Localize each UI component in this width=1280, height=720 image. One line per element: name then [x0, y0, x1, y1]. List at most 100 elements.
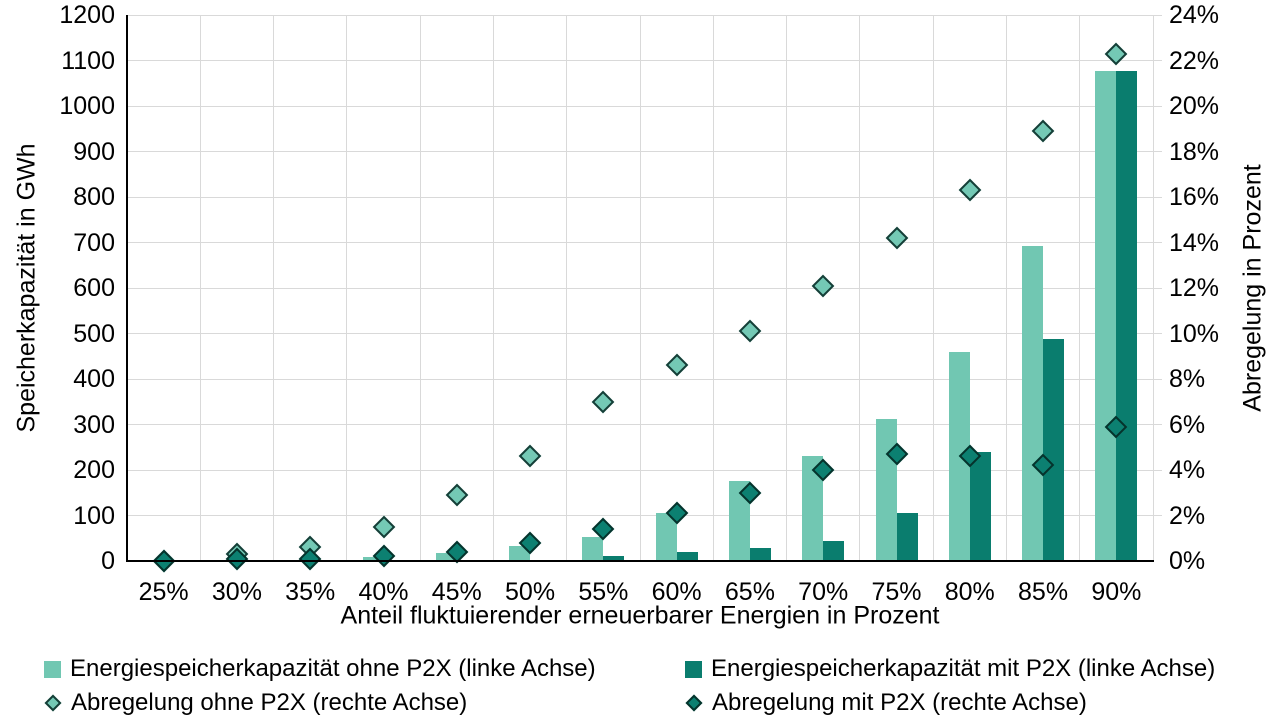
- legend-item-abregelung-mit-p2x: Abregelung mit P2X (rechte Achse): [685, 689, 1087, 717]
- diamond-ohne-p2x: [592, 390, 615, 414]
- v-gridline: [786, 15, 788, 561]
- left-axis-tick-label: 700: [73, 228, 115, 257]
- left-axis-tick-label: 0: [101, 547, 115, 575]
- x-tick-label: 90%: [1091, 578, 1142, 606]
- bar-mit-p2x: [676, 551, 698, 561]
- x-tick-label: 45%: [431, 578, 482, 606]
- right-axis-tick-label: 8%: [1169, 365, 1206, 393]
- legend-label: Energiespeicherkapazität ohne P2X (linke…: [70, 655, 596, 682]
- left-axis-tick-label: 300: [73, 410, 115, 439]
- right-axis-tick-label: 10%: [1169, 319, 1220, 348]
- x-tick-label: 80%: [944, 578, 995, 606]
- left-axis-tick-label: 500: [73, 319, 115, 348]
- v-gridline: [346, 15, 348, 561]
- v-gridline: [859, 15, 861, 561]
- x-tick-label: 40%: [358, 578, 409, 606]
- v-gridline: [1005, 15, 1007, 561]
- diamond-ohne-p2x: [811, 274, 835, 298]
- bar-ohne-p2x: [875, 419, 897, 561]
- diamond-ohne-p2x: [1105, 42, 1128, 65]
- x-tick-label: 85%: [1018, 578, 1069, 606]
- h-gridline: [127, 14, 1162, 16]
- h-gridline: [127, 151, 1162, 152]
- right-axis-title: Abregelung in Prozent: [1238, 164, 1267, 412]
- x-tick-label: 50%: [505, 578, 556, 606]
- diamond-ohne-p2x: [885, 226, 908, 250]
- left-axis-tick-label: 1100: [61, 46, 115, 75]
- v-gridline: [419, 15, 421, 561]
- h-gridline: [127, 333, 1162, 334]
- x-tick-label: 70%: [798, 578, 849, 606]
- diamond-mit-p2x: [372, 545, 395, 568]
- diamond-light-swatch-icon: [44, 694, 62, 712]
- left-axis-title: Speicherkapazität in GWh: [12, 143, 41, 433]
- legend-item-speicher-mit-p2x: Energiespeicherkapazität mit P2X (linke …: [685, 655, 1215, 683]
- right-axis-tick-label: 6%: [1169, 410, 1206, 439]
- bar-mit-p2x: [1116, 71, 1138, 561]
- bar-dark-swatch-icon: [685, 660, 702, 678]
- bar-mit-p2x: [823, 540, 845, 561]
- bar-mit-p2x: [603, 556, 625, 561]
- legend-item-speicher-ohne-p2x: Energiespeicherkapazität ohne P2X (linke…: [44, 655, 596, 683]
- h-gridline: [127, 105, 1162, 107]
- x-tick-label: 75%: [871, 578, 922, 606]
- v-gridline: [712, 15, 714, 561]
- legend-label: Abregelung mit P2X (rechte Achse): [712, 689, 1087, 716]
- v-gridline: [639, 15, 641, 561]
- right-axis-tick-label: 0%: [1169, 547, 1206, 575]
- h-gridline: [127, 60, 1162, 61]
- bar-mit-p2x: [749, 548, 771, 561]
- x-tick-label: 25%: [138, 578, 189, 606]
- h-gridline: [127, 469, 1162, 471]
- left-axis-tick-label: 1000: [59, 92, 115, 120]
- right-axis-tick-label: 24%: [1169, 1, 1220, 29]
- h-gridline: [127, 378, 1162, 380]
- bar-light-swatch-icon: [44, 660, 61, 678]
- diamond-ohne-p2x: [518, 445, 542, 468]
- v-gridline: [566, 15, 568, 561]
- v-gridline: [1079, 15, 1081, 561]
- bar-ohne-p2x: [582, 536, 604, 561]
- left-axis-tick-label: 900: [73, 137, 115, 166]
- x-tick-label: 65%: [724, 578, 775, 606]
- diamond-ohne-p2x: [665, 354, 688, 377]
- x-axis-line: [126, 560, 1154, 562]
- bar-ohne-p2x: [1095, 71, 1117, 561]
- bar-mit-p2x: [1043, 338, 1065, 561]
- legend-label: Abregelung ohne P2X (rechte Achse): [71, 689, 468, 716]
- x-tick-label: 60%: [651, 578, 702, 606]
- bar-ohne-p2x: [655, 513, 677, 561]
- left-axis-tick-label: 200: [73, 456, 115, 484]
- diamond-ohne-p2x: [1031, 119, 1055, 143]
- diamond-ohne-p2x: [958, 178, 982, 202]
- y-axis-line: [126, 15, 128, 562]
- right-axis-tick-label: 12%: [1169, 274, 1220, 302]
- v-gridline: [273, 15, 275, 561]
- bar-mit-p2x: [969, 452, 991, 561]
- right-axis-tick-label: 18%: [1169, 137, 1220, 166]
- legend-item-abregelung-ohne-p2x: Abregelung ohne P2X (rechte Achse): [44, 689, 467, 717]
- bar-ohne-p2x: [362, 557, 384, 561]
- v-gridline: [199, 15, 201, 561]
- x-axis-title: Anteil fluktuierender erneuerbarer Energ…: [340, 601, 940, 630]
- h-gridline: [127, 424, 1162, 425]
- bar-ohne-p2x: [1022, 246, 1044, 561]
- x-tick-label: 35%: [285, 578, 336, 606]
- h-gridline: [127, 287, 1162, 289]
- diamond-ohne-p2x: [445, 483, 469, 507]
- left-axis-tick-label: 400: [73, 365, 115, 393]
- right-axis-tick-label: 2%: [1169, 501, 1206, 530]
- x-tick-label: 55%: [578, 578, 629, 606]
- right-axis-tick-label: 22%: [1169, 46, 1220, 75]
- right-axis-tick-label: 4%: [1169, 456, 1206, 484]
- bar-ohne-p2x: [728, 481, 750, 561]
- h-gridline: [127, 196, 1162, 198]
- left-axis-tick-label: 800: [73, 183, 115, 211]
- left-axis-tick-label: 100: [73, 501, 115, 530]
- left-axis-tick-label: 600: [73, 274, 115, 302]
- v-gridline: [492, 15, 494, 561]
- bar-ohne-p2x: [802, 456, 824, 561]
- v-gridline: [932, 15, 934, 561]
